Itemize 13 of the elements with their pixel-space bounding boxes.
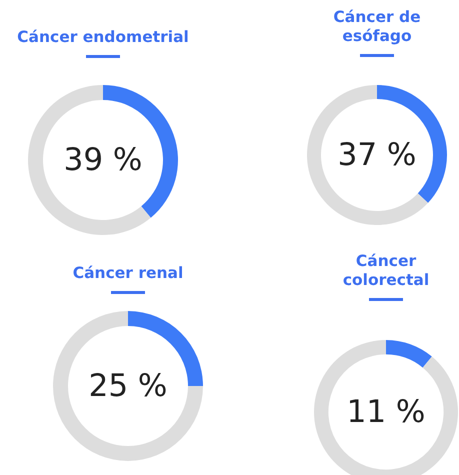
data-label: 25 % [88,368,168,404]
data-label: 39 % [64,142,142,178]
donut-slice [103,85,178,218]
data-label: 37 % [338,137,416,173]
donut-slice [28,85,151,235]
chart-title: Cáncer de esófago [333,8,421,45]
donut-slice [377,85,447,203]
chart-title: Cáncer endometrial [17,28,189,46]
donut-slice [53,311,203,461]
data-label: 11 % [346,394,426,430]
chart-title: Cáncer renal [72,264,184,282]
chart-title: Cáncer colorectal [342,252,430,289]
donut-slice [307,85,428,225]
